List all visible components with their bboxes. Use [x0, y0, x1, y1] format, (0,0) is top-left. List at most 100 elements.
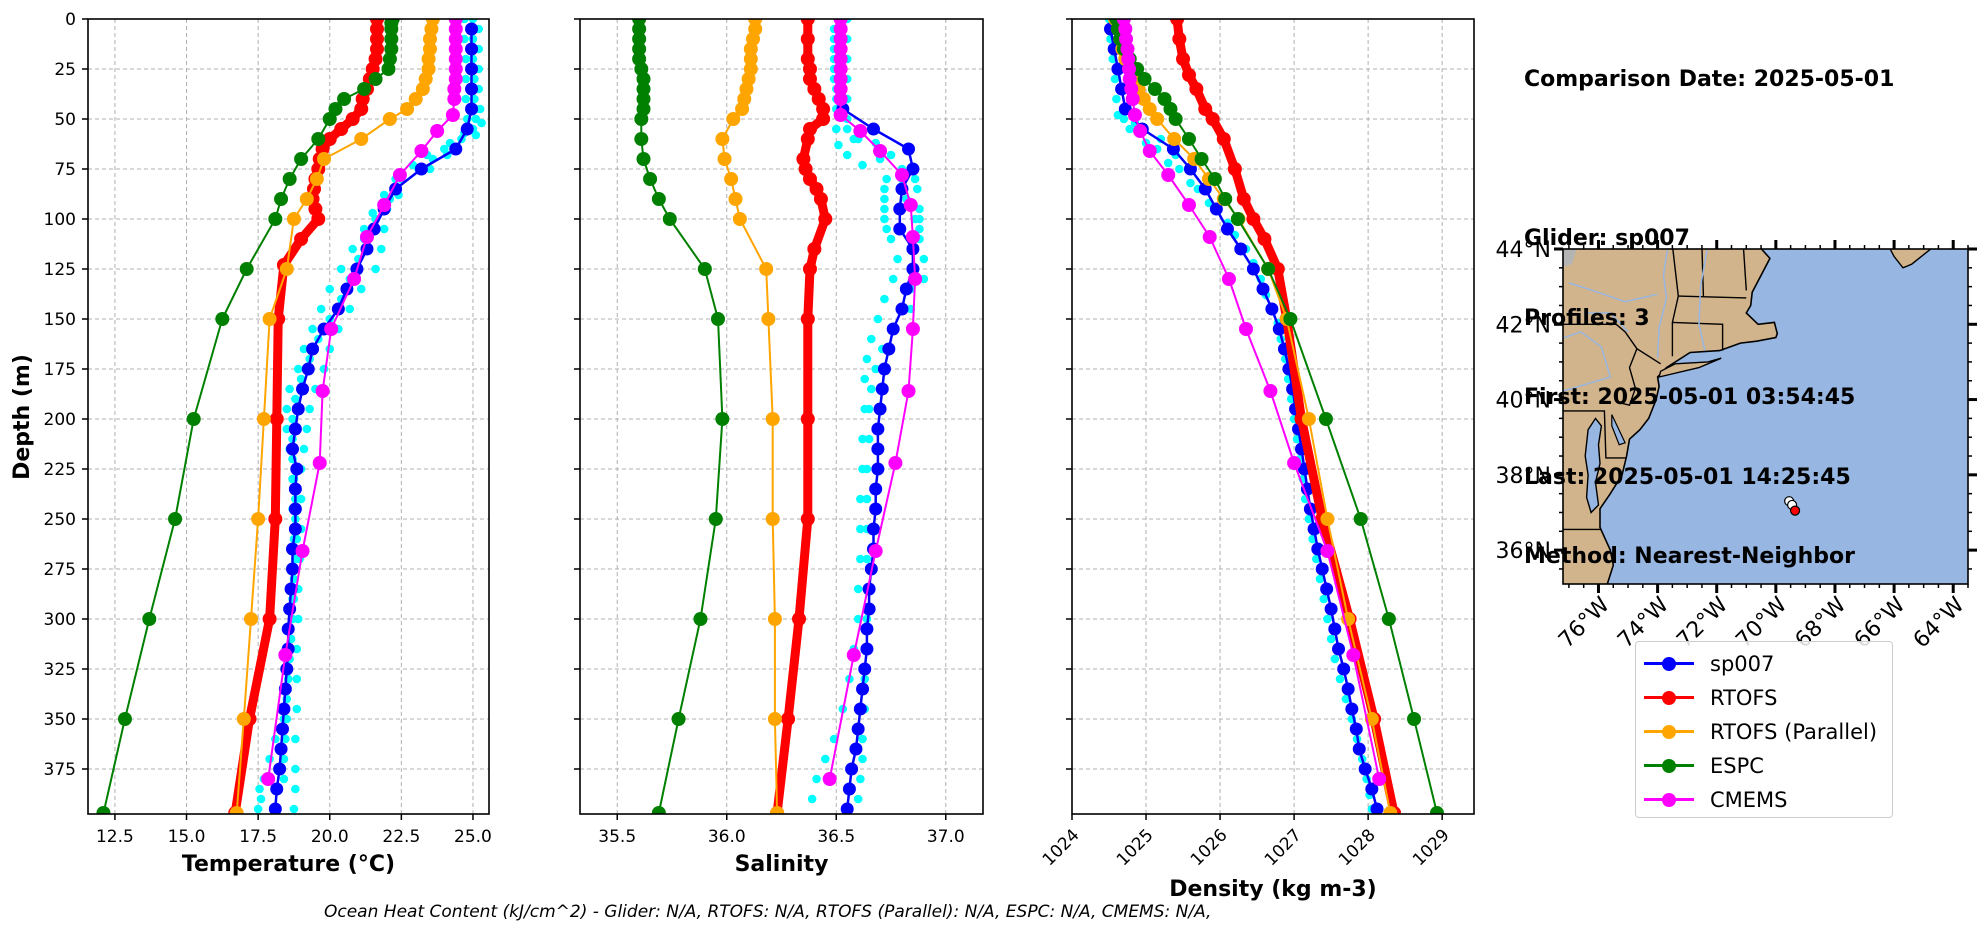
axes-frame: [579, 18, 984, 815]
series-line: [102, 19, 394, 814]
data-point: [693, 612, 708, 626]
data-point: [1166, 142, 1180, 156]
raw-point: [379, 190, 389, 200]
data-point: [1137, 72, 1152, 86]
data-point: [1283, 312, 1298, 326]
data-point: [894, 168, 909, 182]
y-tick-label: 175: [44, 360, 76, 380]
raw-point: [292, 644, 302, 654]
data-point: [849, 742, 863, 756]
data-point: [802, 62, 817, 76]
data-point: [286, 562, 300, 576]
data-point: [1383, 806, 1398, 814]
data-point: [816, 102, 831, 116]
data-point: [315, 384, 330, 398]
data-point: [269, 412, 284, 426]
data-point: [294, 152, 309, 166]
raw-point: [371, 264, 380, 274]
data-point: [465, 42, 479, 56]
data-point: [1150, 112, 1165, 126]
data-point: [1270, 262, 1285, 276]
raw-point: [1319, 594, 1329, 604]
data-point: [833, 108, 848, 122]
data-point: [334, 122, 349, 136]
legend-swatch-rtofs-parallel: [1644, 724, 1694, 739]
raw-point: [1186, 178, 1195, 188]
data-point: [662, 212, 677, 226]
data-point: [901, 384, 916, 398]
raw-point: [849, 134, 859, 144]
data-point: [312, 456, 327, 470]
raw-point: [282, 424, 292, 434]
data-point: [833, 32, 848, 46]
raw-point: [915, 224, 924, 234]
data-point: [845, 762, 859, 776]
river: [1568, 282, 1658, 303]
raw-point: [461, 74, 471, 84]
raw-point: [910, 214, 920, 224]
legend-item-espc: ESPC: [1636, 749, 1764, 783]
data-point: [800, 312, 815, 326]
y-tick-label: 100: [44, 210, 76, 230]
data-point: [840, 802, 854, 814]
river: [1563, 330, 1612, 392]
data-point: [905, 230, 920, 244]
chesapeake-bay: [1584, 417, 1603, 514]
raw-point: [291, 784, 300, 794]
data-point: [421, 52, 436, 66]
data-point: [1221, 272, 1236, 286]
map-lat-label: 36°N: [1496, 539, 1551, 564]
data-point: [726, 112, 741, 126]
state-border: [1563, 323, 1661, 365]
data-point: [384, 22, 399, 36]
series-glider: [268, 22, 479, 814]
data-point: [800, 132, 815, 146]
data-point: [1337, 662, 1351, 676]
raw-point: [834, 140, 843, 150]
data-point: [651, 192, 666, 206]
panel-density: 1024 1025 1026 1027 1028 1029 Density (kg m-3): [1039, 18, 1475, 902]
data-point: [710, 312, 725, 326]
data-point: [632, 42, 647, 56]
data-point: [1315, 562, 1329, 576]
legend-item-sp007: sp007: [1636, 647, 1774, 681]
data-point: [873, 402, 887, 416]
info-panel: Comparison Date: 2025-05-01 Glider: sp00…: [1524, 14, 1894, 597]
raw-point: [293, 364, 303, 374]
raw-point: [1335, 674, 1345, 684]
raw-point: [296, 494, 306, 504]
data-point: [833, 92, 848, 106]
data-point: [866, 522, 880, 536]
data-point: [1287, 456, 1302, 470]
legend-label: RTOFS (Parallel): [1710, 720, 1878, 744]
data-point: [357, 82, 372, 96]
data-point: [1320, 512, 1335, 526]
raw-point: [325, 284, 335, 294]
data-point: [273, 762, 287, 776]
raw-point: [299, 444, 309, 454]
data-point: [1120, 42, 1135, 56]
x-tick-label: 22.5: [382, 827, 420, 847]
data-point: [816, 112, 831, 126]
y-tick-label: 150: [44, 310, 76, 330]
data-point: [465, 22, 479, 36]
raw-point: [299, 344, 309, 354]
raw-point: [821, 754, 830, 764]
data-point: [384, 32, 399, 46]
raw-point: [858, 754, 867, 764]
y-tick-label: 125: [44, 260, 76, 280]
raw-point: [1341, 694, 1351, 704]
data-point: [765, 412, 780, 426]
data-point: [282, 172, 297, 186]
data-point: [833, 82, 848, 96]
data-point: [400, 102, 415, 116]
panel-salinity: 35.5 36.0 36.5 37.0 Salinity: [574, 18, 984, 877]
series-espc: [1109, 19, 1444, 814]
data-point: [1345, 702, 1359, 716]
raw-point: [807, 794, 817, 804]
series-rtofs-parallel: [715, 19, 785, 814]
data-point: [445, 108, 460, 122]
data-point: [877, 362, 891, 376]
raw-point: [291, 734, 300, 744]
data-point: [281, 622, 295, 636]
